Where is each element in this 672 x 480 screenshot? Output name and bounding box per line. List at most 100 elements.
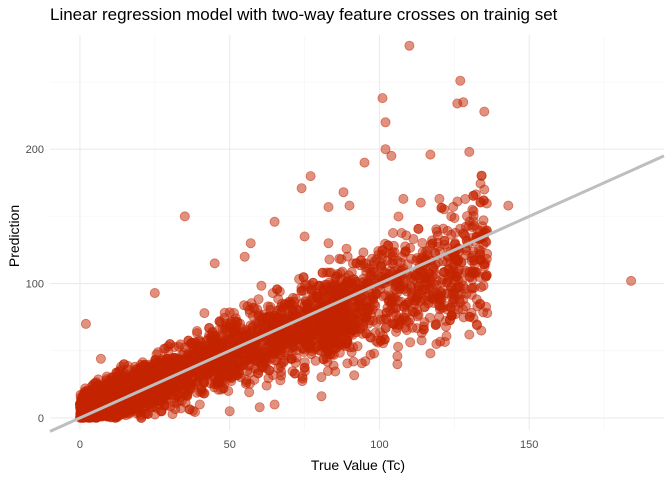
data-point	[380, 117, 391, 128]
data-point	[420, 246, 431, 257]
data-point	[296, 285, 307, 296]
data-point	[154, 358, 165, 369]
x-axis-label: True Value (Tc)	[311, 457, 405, 473]
data-point	[377, 93, 388, 104]
data-point	[172, 390, 183, 401]
data-point	[217, 363, 228, 374]
data-point	[95, 353, 106, 364]
data-point	[479, 184, 490, 195]
data-point	[286, 353, 297, 364]
data-point	[273, 293, 284, 304]
data-point	[469, 282, 480, 293]
data-point	[380, 144, 391, 155]
data-point	[138, 396, 149, 407]
data-point	[451, 271, 462, 282]
data-point	[219, 307, 230, 318]
data-point	[283, 299, 294, 310]
data-point	[358, 320, 369, 331]
y-tick-label: 200	[26, 144, 44, 156]
data-point	[441, 330, 452, 341]
data-point	[424, 268, 435, 279]
data-point	[199, 308, 210, 319]
data-point	[416, 284, 427, 295]
data-point	[324, 254, 335, 265]
data-point	[418, 324, 429, 335]
data-point	[207, 327, 218, 338]
data-point	[298, 272, 309, 283]
data-point	[467, 204, 478, 215]
data-point	[450, 283, 461, 294]
data-point	[239, 251, 250, 262]
data-point	[184, 404, 195, 415]
data-point	[443, 264, 454, 275]
data-point	[386, 150, 397, 161]
data-point	[431, 338, 442, 349]
data-point	[316, 391, 327, 402]
data-point	[299, 231, 310, 242]
data-point	[446, 211, 457, 222]
data-point	[239, 355, 250, 366]
y-tick-label: 100	[26, 279, 44, 291]
data-point	[213, 377, 224, 388]
data-point	[406, 283, 417, 294]
data-point	[309, 328, 320, 339]
data-point	[269, 399, 280, 410]
data-point	[442, 225, 453, 236]
data-point	[403, 317, 414, 328]
data-point	[415, 197, 426, 208]
data-point	[387, 255, 398, 266]
data-point	[230, 361, 241, 372]
data-point	[164, 339, 175, 350]
data-point	[312, 291, 323, 302]
data-point	[269, 216, 280, 227]
data-point	[376, 261, 387, 272]
data-point	[419, 302, 430, 313]
data-point	[350, 302, 361, 313]
data-point	[389, 247, 400, 258]
data-point	[253, 368, 264, 379]
data-point	[348, 342, 359, 353]
data-point	[289, 332, 300, 343]
chart-title: Linear regression model with two-way fea…	[50, 5, 558, 24]
data-point	[306, 284, 317, 295]
data-point	[125, 398, 136, 409]
data-point	[207, 336, 218, 347]
data-point	[320, 337, 331, 348]
data-point	[398, 193, 409, 204]
data-point	[441, 277, 452, 288]
data-point	[232, 316, 243, 327]
data-point	[344, 200, 355, 211]
data-point	[356, 293, 367, 304]
data-point	[152, 393, 163, 404]
data-point	[230, 325, 241, 336]
data-point	[173, 341, 184, 352]
data-point	[448, 201, 459, 212]
data-point	[407, 306, 418, 317]
data-point	[367, 291, 378, 302]
data-point	[464, 311, 475, 322]
x-tick-label: 0	[77, 439, 83, 451]
data-point	[351, 258, 362, 269]
data-point	[224, 334, 235, 345]
data-point	[394, 280, 405, 291]
data-point	[265, 301, 276, 312]
x-tick-label: 100	[370, 439, 388, 451]
data-point	[333, 320, 344, 331]
data-point	[453, 255, 464, 266]
data-point	[166, 379, 177, 390]
data-point	[209, 362, 220, 373]
data-points	[75, 40, 637, 423]
data-point	[310, 320, 321, 331]
data-point	[348, 356, 359, 367]
data-point	[379, 334, 390, 345]
data-point	[191, 325, 202, 336]
data-point	[260, 312, 271, 323]
data-point	[194, 399, 205, 410]
data-point	[436, 202, 447, 213]
data-point	[220, 323, 231, 334]
data-point	[404, 40, 415, 51]
data-point	[276, 370, 287, 381]
data-point	[269, 335, 280, 346]
data-point	[241, 377, 252, 388]
data-point	[464, 146, 475, 157]
